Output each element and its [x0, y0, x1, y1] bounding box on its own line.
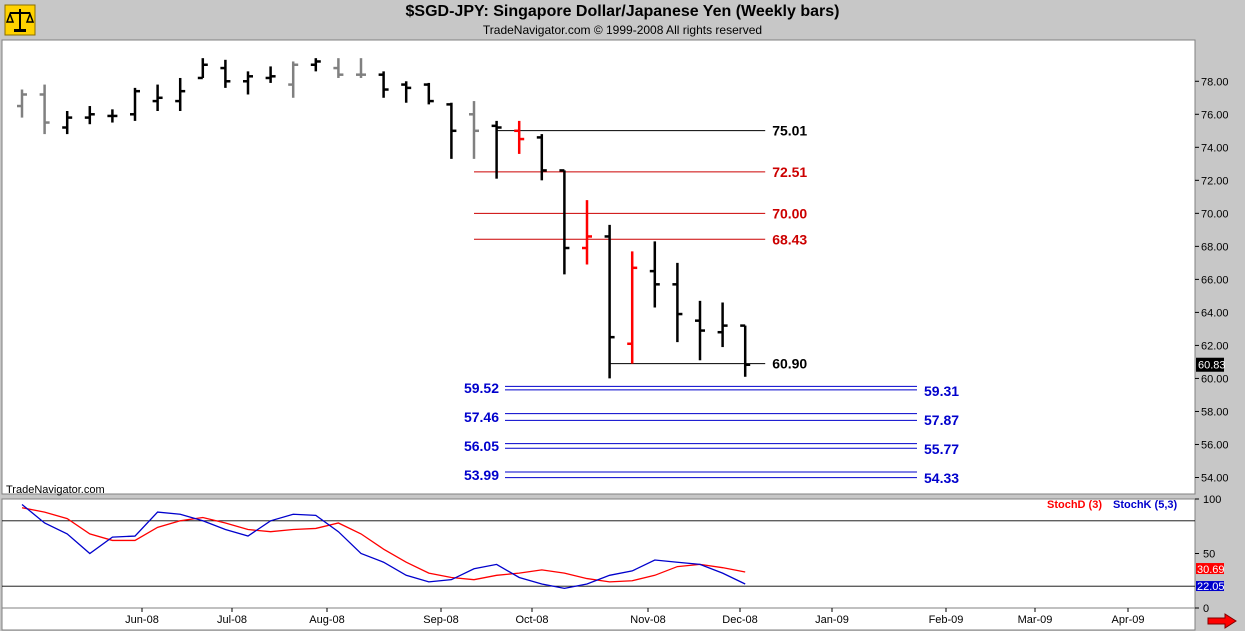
ohlc-bar	[514, 120, 525, 154]
x-tick-label: Jul-08	[217, 614, 247, 626]
ohlc-bar	[604, 224, 615, 379]
y-tick-label: 66.00	[1201, 274, 1229, 286]
target-label-left: 59.52	[464, 380, 499, 396]
ohlc-bar	[582, 200, 592, 265]
x-tick-label: Mar-09	[1018, 614, 1053, 626]
scales-icon	[4, 4, 36, 36]
y-tick-label: 74.00	[1201, 142, 1229, 154]
ohlc-bar	[152, 84, 163, 111]
ohlc-bar	[446, 102, 457, 159]
ohlc-bar	[536, 134, 547, 181]
level-label: 75.01	[772, 123, 807, 139]
y-tick-label: 54.00	[1201, 472, 1229, 484]
ohlc-bar	[175, 77, 186, 111]
ohlc-bar	[84, 106, 95, 125]
y-tick-label: 70.00	[1201, 208, 1229, 220]
y-tick-label: 62.00	[1201, 340, 1229, 352]
target-label-left: 57.46	[464, 409, 499, 425]
ohlc-bar	[649, 241, 660, 308]
last-price-label: 60.83	[1198, 360, 1226, 372]
stochk-last-label: 22.05	[1197, 581, 1225, 593]
ohlc-bar	[107, 109, 118, 123]
stoch-tick-label: 100	[1203, 494, 1221, 506]
ohlc-bar	[717, 302, 728, 348]
y-tick-label: 78.00	[1201, 76, 1229, 88]
target-label-right: 59.31	[924, 383, 959, 399]
y-tick-label: 60.00	[1201, 373, 1229, 385]
ohlc-bar	[378, 71, 389, 98]
ohlc-bar	[130, 87, 140, 121]
ohlc-bar	[695, 300, 705, 361]
price-panel	[1, 39, 1196, 495]
x-tick-label: Sep-08	[423, 614, 458, 626]
stochk-last-marker	[1196, 581, 1224, 592]
ohlc-bar	[197, 58, 208, 80]
stochastic-panel	[1, 498, 1196, 609]
stoch-series-line	[21, 507, 746, 583]
last-price-marker	[1196, 357, 1224, 372]
y-tick-label: 68.00	[1201, 241, 1229, 253]
x-tick-label: Nov-08	[630, 614, 665, 626]
legend-stochd: StochD (3)	[1047, 499, 1102, 511]
ohlc-bar	[672, 262, 683, 343]
level-label: 60.90	[772, 356, 807, 372]
x-tick-label: Jan-09	[815, 614, 849, 626]
target-label-left: 56.05	[464, 438, 499, 454]
date-axis-panel	[1, 607, 1196, 631]
ohlc-bar	[491, 120, 502, 179]
stochd-last-marker	[1196, 563, 1224, 575]
x-tick-label: Aug-08	[309, 614, 344, 626]
ohlc-bar	[243, 71, 253, 95]
ohlc-bar	[469, 101, 479, 159]
x-tick-label: Apr-09	[1111, 614, 1144, 626]
x-tick-label: Oct-08	[515, 614, 548, 626]
level-label: 70.00	[772, 205, 807, 221]
y-tick-label: 72.00	[1201, 175, 1229, 187]
ohlc-bar	[559, 169, 570, 275]
ohlc-bar	[62, 110, 73, 135]
stoch-series-line	[21, 503, 746, 590]
ohlc-bar	[288, 61, 299, 98]
stoch-tick-label: 0	[1203, 603, 1209, 615]
copyright-text: TradeNavigator.com © 1999-2008 All right…	[482, 23, 763, 37]
ohlc-bar	[265, 66, 276, 83]
ohlc-bar	[627, 251, 638, 364]
watermark-text: TradeNavigator.com	[6, 484, 105, 496]
target-label-right: 55.77	[924, 441, 959, 457]
x-tick-label: Feb-09	[929, 614, 964, 626]
ohlc-bar	[333, 58, 344, 78]
ohlc-bar	[220, 59, 231, 88]
y-tick-label: 56.00	[1201, 439, 1229, 451]
x-tick-label: Jun-08	[125, 614, 159, 626]
x-tick-label: Dec-08	[722, 614, 757, 626]
ohlc-bar	[740, 324, 751, 377]
ohlc-bar	[39, 84, 50, 135]
ohlc-bar	[356, 58, 366, 78]
ohlc-bar	[310, 58, 321, 72]
y-tick-label: 58.00	[1201, 406, 1229, 418]
target-label-right: 57.87	[924, 412, 959, 428]
y-tick-label: 76.00	[1201, 109, 1229, 121]
ohlc-bar	[17, 89, 27, 118]
ohlc-bar	[423, 82, 434, 105]
level-label: 68.43	[772, 231, 807, 247]
chart-title: $SGD-JPY: Singapore Dollar/Japanese Yen …	[405, 3, 840, 20]
ohlc-bar	[401, 81, 412, 103]
y-tick-label: 64.00	[1201, 307, 1229, 319]
target-label-left: 53.99	[464, 467, 499, 483]
target-label-right: 54.33	[924, 470, 959, 486]
right-arrow-icon[interactable]	[1207, 613, 1237, 629]
stochd-last-label: 30.69	[1197, 564, 1225, 576]
stoch-tick-label: 50	[1203, 549, 1215, 561]
level-label: 72.51	[772, 164, 807, 180]
legend-stochk: StochK (5,3)	[1113, 499, 1178, 511]
